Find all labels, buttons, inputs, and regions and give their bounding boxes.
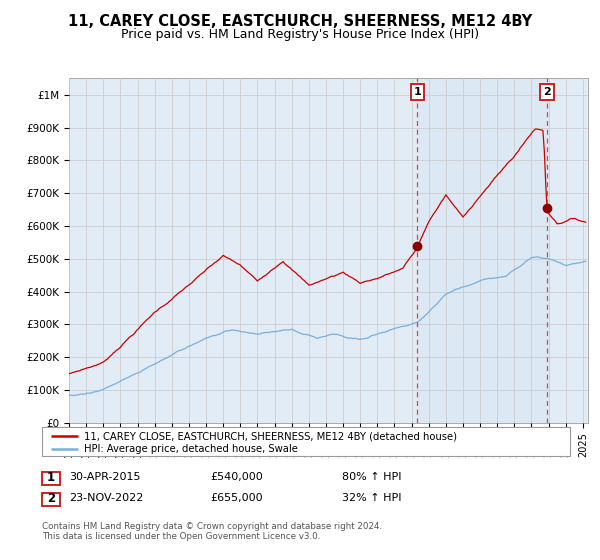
Text: 30-APR-2015: 30-APR-2015: [69, 472, 140, 482]
Text: 2: 2: [47, 492, 55, 505]
Text: 2: 2: [543, 87, 551, 97]
Text: Price paid vs. HM Land Registry's House Price Index (HPI): Price paid vs. HM Land Registry's House …: [121, 28, 479, 41]
Text: 23-NOV-2022: 23-NOV-2022: [69, 493, 143, 503]
Text: Contains HM Land Registry data © Crown copyright and database right 2024.
This d: Contains HM Land Registry data © Crown c…: [42, 522, 382, 542]
Text: £655,000: £655,000: [210, 493, 263, 503]
Bar: [417, 78, 547, 423]
Text: 11, CAREY CLOSE, EASTCHURCH, SHEERNESS, ME12 4BY: 11, CAREY CLOSE, EASTCHURCH, SHEERNESS, …: [68, 14, 532, 29]
Text: 32% ↑ HPI: 32% ↑ HPI: [342, 493, 401, 503]
Text: 11, CAREY CLOSE, EASTCHURCH, SHEERNESS, ME12 4BY (detached house): 11, CAREY CLOSE, EASTCHURCH, SHEERNESS, …: [84, 431, 457, 441]
Text: £540,000: £540,000: [210, 472, 263, 482]
Text: 80% ↑ HPI: 80% ↑ HPI: [342, 472, 401, 482]
Text: 1: 1: [413, 87, 421, 97]
Text: 1: 1: [47, 470, 55, 484]
Text: HPI: Average price, detached house, Swale: HPI: Average price, detached house, Swal…: [84, 444, 298, 454]
